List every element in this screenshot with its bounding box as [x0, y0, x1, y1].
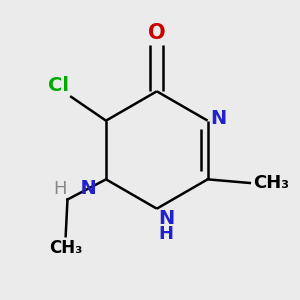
Text: N: N [67, 179, 97, 198]
Text: CH₃: CH₃ [49, 239, 82, 257]
Text: CH₃: CH₃ [253, 174, 289, 192]
Text: H: H [159, 225, 174, 243]
Text: N: N [159, 209, 175, 228]
Text: O: O [148, 22, 166, 43]
Text: Cl: Cl [48, 76, 69, 95]
Text: N: N [211, 109, 227, 128]
Text: H: H [53, 180, 67, 198]
